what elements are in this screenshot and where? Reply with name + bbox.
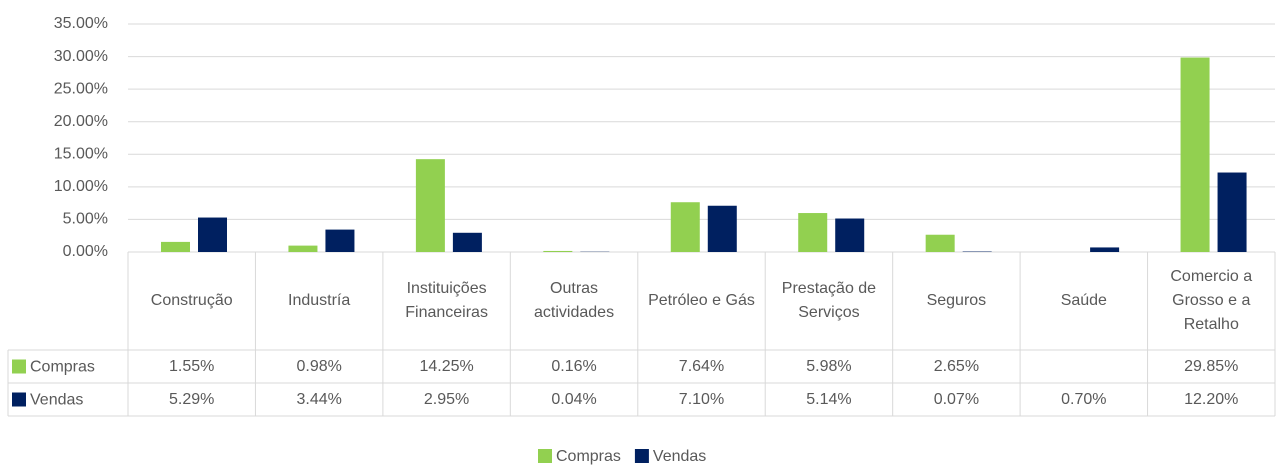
table-value: 0.04% — [551, 390, 597, 408]
category-label: Industría — [288, 292, 351, 309]
bar — [670, 202, 700, 252]
y-tick-label: 15.00% — [54, 146, 108, 163]
bar — [707, 205, 737, 252]
table-series-label: Compras — [30, 359, 95, 376]
bar — [415, 159, 445, 252]
category-label: Instituições Financeiras — [405, 280, 488, 321]
category-label: Comercio a Grosso e a Retalho — [1170, 268, 1253, 333]
bar — [835, 218, 865, 252]
table-value — [1020, 350, 1147, 383]
category-label: Saúde — [1060, 292, 1107, 309]
y-tick-label: 20.00% — [54, 113, 108, 130]
y-tick-label: 5.00% — [63, 211, 108, 228]
legend-label: Compras — [556, 448, 621, 465]
bar — [198, 217, 227, 252]
table-value: 2.95% — [423, 390, 470, 408]
bar — [543, 250, 573, 252]
bar — [288, 245, 318, 252]
table-value: 2.65% — [933, 357, 980, 375]
legend-key — [12, 359, 26, 374]
category-label: Prestação de Serviços — [781, 280, 877, 321]
table-value: 7.64% — [678, 357, 725, 375]
category-label: Outras actividades — [534, 280, 615, 321]
table-value: 1.55% — [169, 357, 215, 375]
bar — [798, 213, 828, 252]
y-tick-label: 30.00% — [54, 48, 108, 65]
bar — [1090, 247, 1120, 252]
bar — [161, 241, 190, 252]
legend-key — [634, 449, 649, 463]
table-value: 5.29% — [169, 390, 215, 408]
table-value: 29.85% — [1184, 357, 1239, 375]
table-value: 0.98% — [296, 357, 342, 375]
category-label: Petróleo e Gás — [648, 292, 755, 309]
y-tick-label: 10.00% — [54, 178, 108, 195]
table-value: 12.20% — [1184, 390, 1239, 408]
legend-key — [538, 449, 552, 463]
table-value: 0.16% — [551, 357, 597, 375]
y-tick-label: 0.00% — [63, 243, 108, 260]
table-value: 0.70% — [1061, 390, 1107, 408]
bar — [925, 234, 955, 252]
table-value: 14.25% — [419, 357, 474, 375]
table-series-label: Vendas — [30, 392, 83, 409]
bar — [452, 232, 482, 252]
table-value: 0.07% — [933, 390, 980, 408]
table-value: 5.98% — [806, 357, 852, 375]
bar — [1217, 172, 1247, 252]
legend-key — [12, 392, 26, 407]
category-label: Seguros — [926, 292, 987, 309]
bar — [1180, 57, 1210, 253]
legend-label: Vendas — [653, 448, 706, 465]
table-value: 3.44% — [296, 390, 342, 408]
table-value: 5.14% — [806, 390, 852, 408]
y-tick-label: 35.00% — [54, 15, 108, 32]
y-tick-label: 25.00% — [54, 80, 108, 97]
table-value: 7.10% — [678, 390, 725, 408]
category-label: Construção — [150, 292, 233, 309]
bar — [325, 229, 355, 252]
